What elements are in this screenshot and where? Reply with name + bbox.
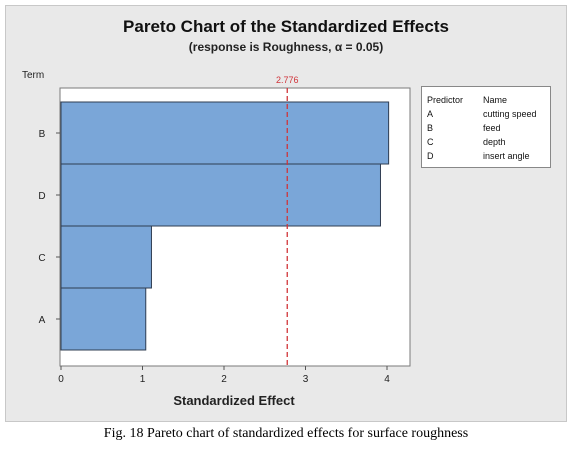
x-axis-label: Standardized Effect — [173, 393, 295, 408]
legend-row: B feed — [427, 123, 552, 137]
legend-header-name: Name — [483, 95, 508, 105]
y-axis-label: Term — [22, 70, 44, 81]
x-tick-label: 0 — [58, 374, 64, 385]
legend-predictor: A — [427, 109, 434, 119]
chart-title: Pareto Chart of the Standardized Effects — [123, 17, 449, 36]
bar — [60, 163, 381, 227]
y-tick-label: B — [39, 129, 46, 140]
legend-predictor: C — [427, 137, 434, 147]
chart-subtitle: (response is Roughness, α = 0.05) — [188, 40, 384, 54]
legend-row: A cutting speed — [427, 109, 552, 123]
figure-caption: Fig. 18 Pareto chart of standardized eff… — [103, 426, 469, 441]
predictor-legend: Predictor Name A cutting speed B feed C … — [421, 86, 551, 168]
y-tick-label: D — [38, 191, 45, 202]
legend-header-predictor: Predictor — [427, 95, 464, 105]
y-tick-label: A — [39, 315, 46, 326]
x-tick-label: 2 — [221, 374, 227, 385]
legend-predictor: B — [427, 123, 434, 133]
x-tick-label: 4 — [384, 374, 390, 385]
legend-row: C depth — [427, 137, 552, 151]
reference-line-label: 2.776 — [276, 75, 299, 85]
legend-predictor: D — [427, 151, 434, 161]
x-tick-label: 3 — [303, 374, 309, 385]
bar — [60, 287, 147, 351]
legend-name: insert angle — [483, 151, 530, 161]
bar — [60, 225, 152, 289]
x-tick-label: 1 — [140, 374, 146, 385]
bar — [60, 101, 390, 165]
legend-name: feed — [483, 123, 501, 133]
legend-row: D insert angle — [427, 151, 552, 165]
legend-name: cutting speed — [483, 109, 537, 119]
legend-header-row: Predictor Name — [427, 95, 552, 109]
y-tick-label: C — [38, 253, 45, 264]
legend-name: depth — [483, 137, 506, 147]
